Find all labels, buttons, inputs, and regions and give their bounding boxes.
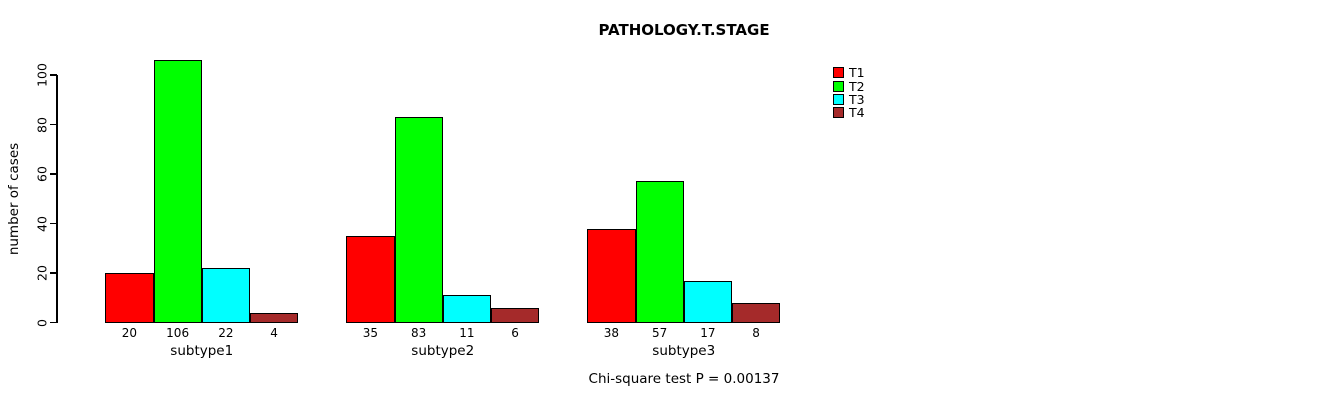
bar-value-label: 22 [218, 325, 234, 340]
y-axis-line [56, 74, 58, 323]
bar-subtype3-T2 [635, 181, 684, 323]
y-axis-tick [50, 222, 57, 225]
bar-value-label: 20 [121, 325, 138, 340]
legend: T1 T2 T3 T4 [833, 66, 865, 120]
y-axis-tick [50, 173, 57, 175]
legend-swatch-T2 [833, 80, 844, 92]
y-axis-tick-label: 100 [34, 63, 50, 87]
bar-value-label: 8 [752, 325, 760, 340]
legend-swatch-T3 [833, 93, 844, 105]
category-label-subtype3: subtype3 [652, 342, 716, 359]
bar-subtype1-T1 [105, 273, 154, 323]
bar-value-label: 17 [700, 325, 716, 340]
legend-label: T4 [849, 105, 865, 121]
category-label-subtype1: subtype1 [170, 342, 234, 359]
y-axis-tick-label: 0 [34, 318, 50, 327]
chi-square-annotation: Chi-square test P = 0.00137 [588, 371, 780, 387]
y-axis-tick-label: 20 [34, 265, 50, 282]
bar-value-label: 4 [270, 325, 278, 340]
bar-subtype1-T3 [201, 268, 250, 323]
chart-title: PATHOLOGY.T.STAGE [598, 21, 770, 39]
y-axis-tick-label: 40 [34, 215, 50, 232]
legend-item-T1: T1 [833, 66, 865, 79]
y-axis-tick [50, 123, 57, 126]
bar-subtype1-T4 [250, 312, 299, 323]
bar-value-label: 6 [511, 325, 519, 340]
category-label-subtype2: subtype2 [411, 342, 475, 359]
bar-value-label: 38 [603, 325, 620, 340]
bar-subtype3-T4 [732, 302, 781, 323]
y-axis-tick [50, 74, 57, 76]
bar-value-label: 57 [651, 325, 668, 340]
bar-subtype2-T2 [394, 117, 443, 323]
legend-swatch-T4 [833, 107, 844, 119]
bar-subtype3-T3 [683, 280, 732, 323]
bar-value-label: 106 [166, 325, 190, 340]
bar-subtype3-T1 [587, 228, 636, 323]
bar-subtype1-T2 [153, 60, 202, 323]
legend-label: T2 [849, 78, 865, 94]
legend-label: T3 [849, 91, 865, 107]
y-axis-label: number of cases [6, 142, 22, 255]
bar-subtype2-T4 [491, 307, 540, 323]
legend-swatch-T1 [833, 67, 844, 79]
bar-subtype2-T1 [346, 235, 395, 323]
bar-subtype2-T3 [442, 295, 491, 323]
y-axis-tick-label: 60 [34, 166, 50, 182]
legend-item-T3: T3 [833, 93, 865, 106]
legend-label: T1 [849, 65, 865, 81]
legend-item-T2: T2 [833, 78, 865, 94]
y-axis-tick [50, 272, 57, 274]
bar-value-label: 11 [459, 325, 475, 340]
bar-value-label: 83 [410, 325, 427, 340]
y-axis-tick [50, 321, 57, 324]
legend-item-T4: T4 [833, 106, 865, 119]
y-axis-tick-label: 80 [34, 116, 50, 133]
bar-value-label: 35 [362, 325, 379, 340]
